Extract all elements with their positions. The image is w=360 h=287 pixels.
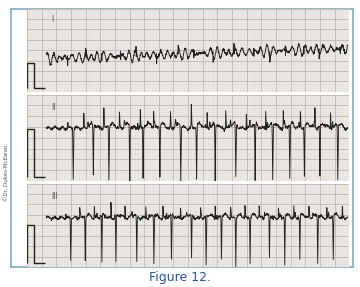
Text: II: II <box>51 103 56 112</box>
Text: 10 mm/mV: 10 mm/mV <box>54 21 78 26</box>
Text: f   0.15 Hz - 40 Hz: f 0.15 Hz - 40 Hz <box>54 30 113 35</box>
Text: I: I <box>51 15 53 24</box>
Text: Figure 12.: Figure 12. <box>149 271 211 284</box>
Text: ©Dr. Dukes-McEwan.: ©Dr. Dukes-McEwan. <box>4 143 9 201</box>
Text: 25 mm/s: 25 mm/s <box>54 13 76 18</box>
Text: III: III <box>51 192 58 201</box>
